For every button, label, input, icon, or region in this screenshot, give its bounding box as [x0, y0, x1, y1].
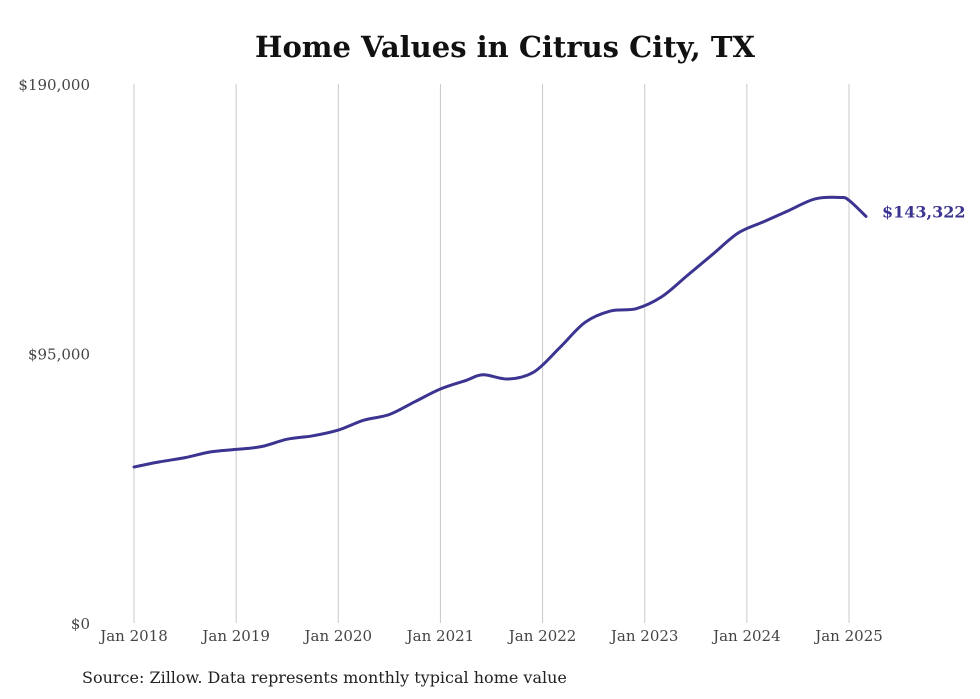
gridlines	[133, 84, 850, 623]
data-point	[465, 379, 467, 381]
x-tick-label: Jan 2021	[405, 627, 475, 645]
data-point	[839, 196, 841, 198]
y-tick-label: $0	[71, 615, 90, 633]
data-point	[865, 215, 867, 217]
y-tick-label: $190,000	[18, 76, 90, 94]
data-point	[533, 371, 535, 373]
x-tick-label: Jan 2023	[609, 627, 679, 645]
data-point	[848, 199, 850, 201]
data-point	[235, 448, 237, 450]
y-axis-ticks: $0 $95,000 $190,000	[18, 76, 90, 633]
x-tick-label: Jan 2025	[813, 627, 883, 645]
data-point	[363, 419, 365, 421]
data-point	[260, 445, 262, 447]
x-tick-label: Jan 2024	[711, 627, 781, 645]
x-tick-label: Jan 2020	[303, 627, 373, 645]
data-point	[414, 401, 416, 403]
data-point	[184, 456, 186, 458]
data-point	[482, 374, 484, 376]
data-point	[609, 310, 611, 312]
data-point	[337, 429, 339, 431]
x-tick-label: Jan 2019	[200, 627, 270, 645]
source-note: Source: Zillow. Data represents monthly …	[82, 668, 567, 687]
data-point	[712, 253, 714, 255]
data-point	[788, 209, 790, 211]
data-point	[286, 438, 288, 440]
data-point	[635, 307, 637, 309]
data-point	[507, 378, 509, 380]
x-tick-label: Jan 2018	[98, 627, 168, 645]
data-point	[158, 461, 160, 463]
data-point	[209, 451, 211, 453]
data-point	[661, 296, 663, 298]
chart-title: Home Values in Citrus City, TX	[255, 30, 755, 64]
data-point	[763, 220, 765, 222]
data-point	[312, 435, 314, 437]
data-point	[388, 413, 390, 415]
data-point	[686, 274, 688, 276]
x-axis-ticks: Jan 2018 Jan 2019 Jan 2020 Jan 2021 Jan 2022…	[98, 627, 883, 645]
data-point	[558, 347, 560, 349]
data-point	[584, 321, 586, 323]
data-point	[814, 198, 816, 200]
y-tick-label: $95,000	[28, 346, 90, 364]
end-value-label: $143,322	[882, 202, 966, 221]
series-line-0	[132, 195, 868, 469]
series-layer: $143,322	[132, 195, 966, 469]
x-tick-label: Jan 2022	[507, 627, 577, 645]
data-point	[439, 388, 441, 390]
data-point	[737, 232, 739, 234]
data-point	[133, 466, 135, 468]
